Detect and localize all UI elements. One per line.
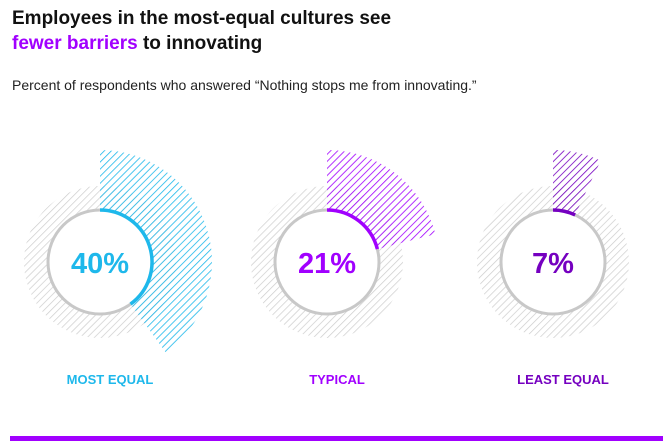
chart-subtitle: Percent of respondents who answered “Not… <box>12 77 477 93</box>
donut-category-label-least-equal: LEAST EQUAL <box>517 372 609 387</box>
donut-value-label-typical: 21% <box>298 248 356 280</box>
title-rest: to innovating <box>137 33 263 54</box>
donut-segment-most-equal <box>100 150 213 353</box>
donut-category-label-typical: TYPICAL <box>309 372 365 387</box>
chart-title: Employees in the most-equal cultures see… <box>12 6 391 56</box>
donut-value-arc-least-equal <box>552 208 576 217</box>
donut-value-arc-typical <box>326 208 380 250</box>
donut-track-least-equal <box>476 186 629 338</box>
donut-value-label-most-equal: 40% <box>71 248 129 280</box>
donut-value-label-least-equal: 7% <box>532 248 574 280</box>
donut-category-label-most-equal: MOST EQUAL <box>67 372 154 387</box>
donut-value-arc-most-equal <box>99 208 154 306</box>
donut-segment-typical <box>327 150 436 249</box>
donut-segment-least-equal <box>553 150 601 215</box>
title-highlight: fewer barriers <box>12 33 138 54</box>
bottom-rule <box>10 436 663 441</box>
title-line1: Employees in the most-equal cultures see <box>12 8 392 29</box>
